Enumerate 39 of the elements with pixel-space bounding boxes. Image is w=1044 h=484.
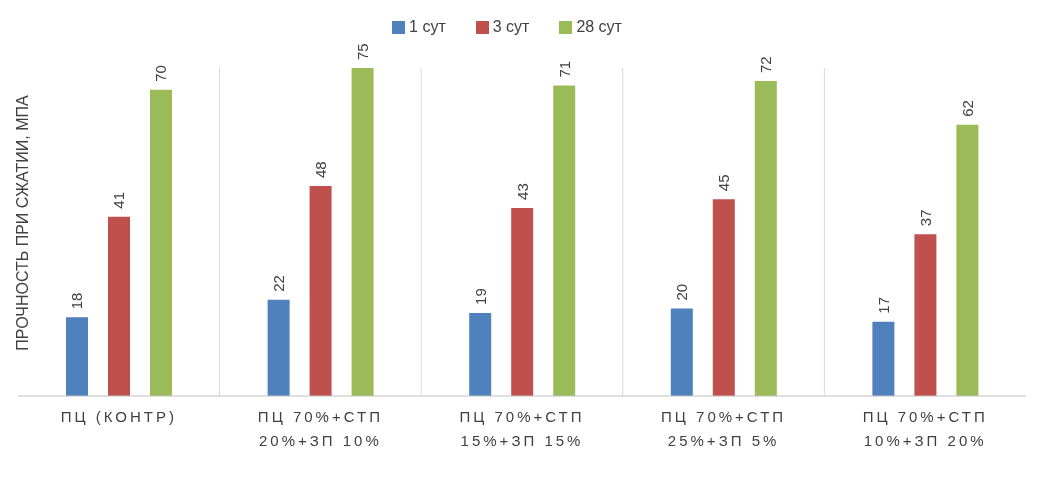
bar (66, 317, 88, 396)
bar (469, 312, 492, 396)
bar (754, 81, 777, 396)
bar (309, 186, 332, 396)
legend-label: 28 сут (576, 18, 622, 35)
bar (872, 321, 895, 396)
data-label: 43 (513, 183, 531, 200)
data-label: 71 (555, 60, 573, 78)
bar (150, 89, 172, 396)
data-label: 62 (958, 100, 976, 117)
data-label: 41 (110, 192, 128, 209)
x-tick-label: ПЦ 70%+СТП 15%+ЗП 15% (459, 408, 585, 449)
bar (956, 124, 979, 396)
data-label: 22 (270, 275, 288, 292)
x-tick-label: ПЦ (КОНТР) (60, 408, 177, 425)
bar (914, 234, 937, 396)
data-label: 75 (354, 43, 372, 60)
data-label: 37 (916, 209, 934, 227)
x-tick-label: ПЦ 70%+СТП 25%+ЗП 5% (661, 408, 787, 449)
y-axis-title: ПРОЧНОСТЬ ПРИ СЖАТИИ, МПА (14, 95, 32, 351)
x-tick-label: ПЦ 70%+СТП 10%+ЗП 20% (862, 408, 988, 449)
bar (108, 216, 130, 396)
data-label: 45 (715, 174, 733, 192)
legend-label: 3 сут (492, 18, 530, 35)
data-label: 48 (312, 161, 330, 179)
data-label: 72 (757, 56, 775, 74)
data-label: 19 (471, 288, 489, 305)
data-label: 20 (673, 283, 691, 301)
legend-label: 1 сут (409, 18, 446, 35)
bar (351, 68, 374, 396)
bar (670, 308, 693, 396)
data-label: 18 (68, 292, 86, 310)
bar (712, 199, 735, 396)
data-label: 70 (152, 65, 170, 82)
bar (267, 299, 290, 396)
bar (511, 207, 534, 396)
x-tick-label: ПЦ 70%+СТП 20%+ЗП 10% (257, 408, 383, 449)
bar (553, 85, 576, 396)
data-label: 17 (874, 296, 892, 314)
